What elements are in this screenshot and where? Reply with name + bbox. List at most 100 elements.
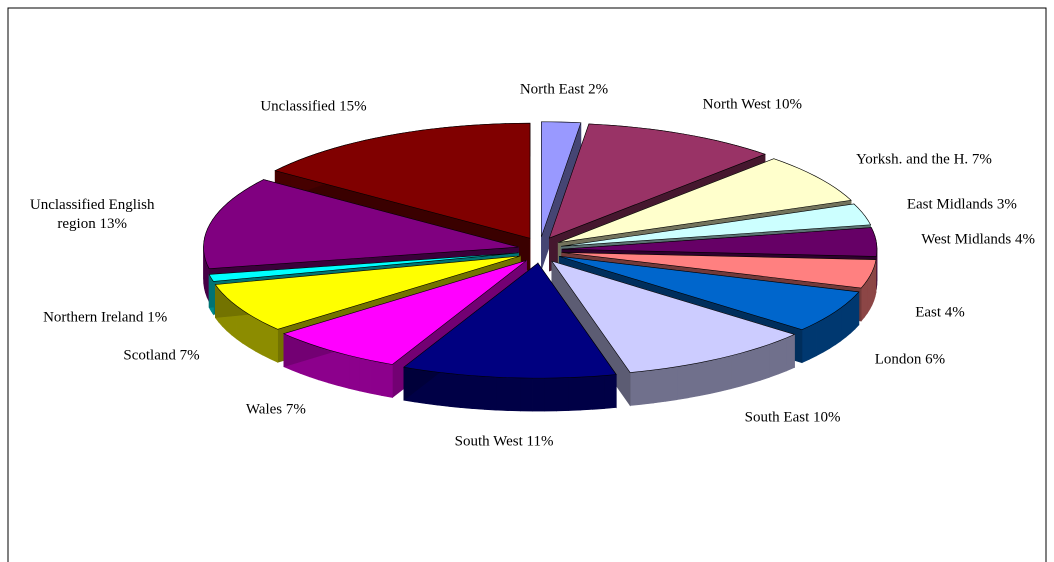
data-label: East 4% xyxy=(915,304,965,323)
label-category: Unclassified xyxy=(260,98,336,115)
slice-side xyxy=(730,352,742,390)
slice-side xyxy=(641,369,655,405)
slice-side xyxy=(676,364,689,401)
slice-side xyxy=(653,368,666,404)
label-category: East Midlands xyxy=(906,196,994,213)
slice-top xyxy=(203,179,519,269)
slice-side xyxy=(248,313,256,352)
data-label: South West 11% xyxy=(455,433,554,452)
data-label: Wales 7% xyxy=(246,400,306,419)
label-value: 10% xyxy=(813,409,841,426)
label-value: 6% xyxy=(925,351,946,368)
slice-top xyxy=(559,256,860,330)
data-label: London 6% xyxy=(875,351,945,370)
slice-side xyxy=(507,377,521,412)
slice-side xyxy=(448,373,461,408)
slice-top xyxy=(551,260,796,373)
label-category: South East xyxy=(744,409,810,426)
slice-side xyxy=(358,357,371,394)
slice-side xyxy=(786,333,795,372)
slice-side xyxy=(580,376,593,411)
slice-side xyxy=(698,360,711,397)
label-category: West Midlands xyxy=(921,231,1012,248)
label-category: South West xyxy=(454,433,523,450)
slice-side xyxy=(380,362,393,398)
slice-side xyxy=(854,291,860,330)
data-label: Yorksh. and the H. 7% xyxy=(856,150,992,169)
data-label: South East 10% xyxy=(745,409,841,428)
label-value: 7% xyxy=(285,401,306,418)
slice-side xyxy=(437,371,450,407)
data-label: Unclassified English region 13% xyxy=(17,196,167,234)
slice-side xyxy=(242,309,250,348)
slice-top xyxy=(548,123,766,239)
slice-side xyxy=(255,317,263,356)
slice-side xyxy=(338,352,350,389)
slice-top xyxy=(214,255,521,330)
slice-side xyxy=(801,325,810,364)
slice-top xyxy=(208,252,519,282)
slice-side xyxy=(206,264,210,302)
label-value: 7% xyxy=(179,347,200,364)
slice-side xyxy=(556,377,569,412)
slice-side xyxy=(665,366,678,402)
slice-side xyxy=(720,355,732,392)
label-category: North East xyxy=(519,81,585,98)
slice-top xyxy=(561,227,878,257)
slice-side xyxy=(829,311,836,350)
label-value: 2% xyxy=(588,81,609,98)
label-value: 15% xyxy=(339,98,367,115)
slice-side xyxy=(840,303,847,342)
slice-top xyxy=(274,122,531,239)
slice-side xyxy=(532,377,545,412)
slice-side xyxy=(328,349,339,387)
slice-top xyxy=(282,260,527,365)
slice-side xyxy=(777,337,787,375)
label-value: 4% xyxy=(944,304,965,321)
label-category: Northern Ireland xyxy=(43,309,144,326)
slice-side xyxy=(460,374,473,409)
slice-side xyxy=(759,343,770,381)
label-category: Scotland xyxy=(123,347,176,364)
data-label: North East 2% xyxy=(520,81,608,100)
slice-side xyxy=(568,376,581,411)
label-value: 1% xyxy=(147,309,168,326)
label-category: East xyxy=(915,304,942,321)
slice-side xyxy=(262,321,271,360)
slice-side xyxy=(520,377,533,412)
slice-side xyxy=(860,283,865,322)
label-value: 11% xyxy=(526,433,554,450)
slice-side xyxy=(768,340,779,378)
slice-side xyxy=(604,374,617,409)
slice-side xyxy=(750,347,761,384)
label-value: 13% xyxy=(99,216,127,233)
slice-side xyxy=(369,359,382,396)
label-category: Wales xyxy=(245,401,283,418)
slice-side xyxy=(822,314,830,353)
slice-side xyxy=(687,362,700,399)
data-label: West Midlands 4% xyxy=(921,230,1035,249)
data-label: North West 10% xyxy=(703,96,802,115)
data-label: Unclassified 15% xyxy=(260,98,366,117)
data-label: East Midlands 3% xyxy=(907,196,1017,215)
label-category: North West xyxy=(702,96,771,113)
label-value: 4% xyxy=(1015,231,1036,248)
slice-top xyxy=(403,262,617,379)
slice-side xyxy=(740,349,751,387)
chart-frame xyxy=(7,7,1047,562)
data-label: Scotland 7% xyxy=(123,346,199,365)
slice-side xyxy=(867,275,871,315)
label-value: 7% xyxy=(971,151,992,168)
label-value: 3% xyxy=(996,196,1017,213)
slice xyxy=(551,260,796,407)
slice-side xyxy=(472,375,485,410)
slice-side xyxy=(835,307,842,346)
slice-top xyxy=(558,158,852,243)
slice-top xyxy=(541,121,582,237)
slice-side xyxy=(495,376,509,411)
slice-side xyxy=(809,322,817,360)
slice-side xyxy=(544,377,557,412)
slice-side xyxy=(592,375,605,410)
